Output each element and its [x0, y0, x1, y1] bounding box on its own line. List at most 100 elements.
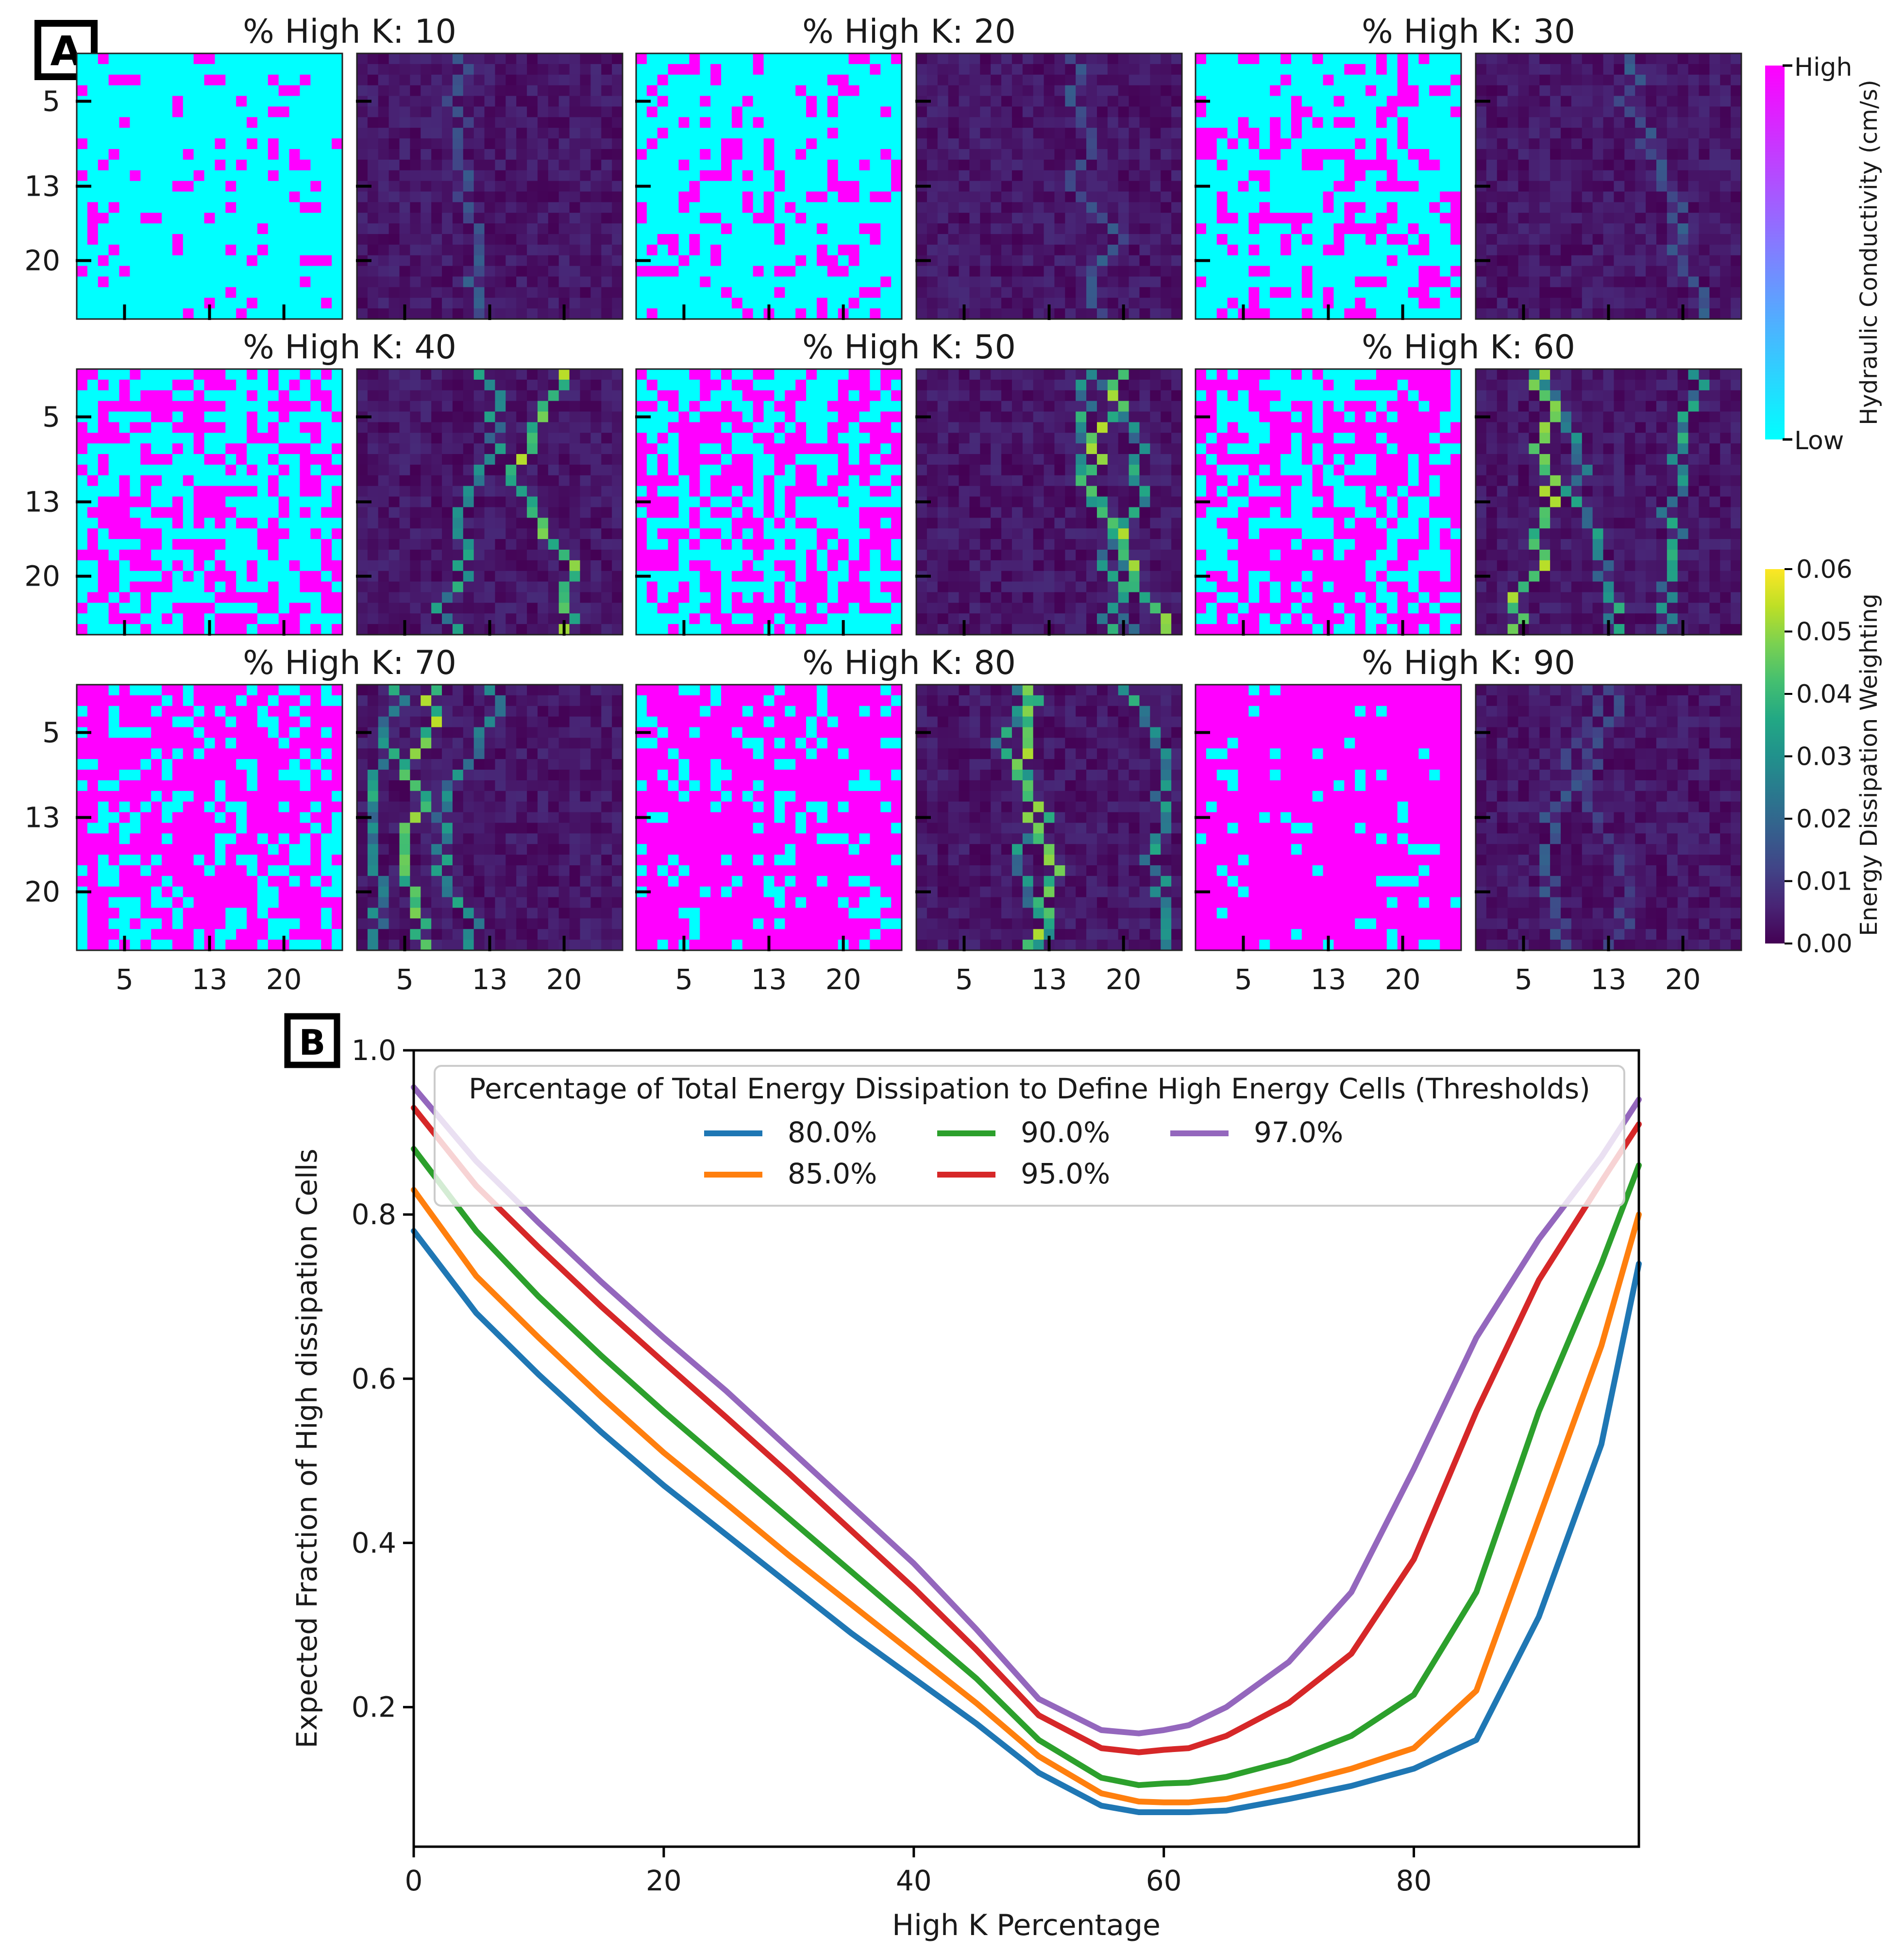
energy-cell — [612, 528, 623, 539]
energy-cell — [537, 390, 549, 402]
k-cell — [1408, 287, 1419, 298]
k-cell — [77, 244, 88, 256]
energy-cell — [357, 560, 368, 572]
k-cell — [1365, 74, 1377, 86]
energy-cell — [948, 191, 960, 202]
energy-cell — [548, 223, 559, 235]
k-cell — [321, 475, 332, 487]
energy-cell — [1486, 128, 1498, 139]
k-cell — [225, 106, 236, 118]
k-cell — [193, 486, 205, 497]
energy-cell — [612, 443, 623, 455]
k-cell — [721, 149, 732, 160]
energy-cell — [1107, 138, 1119, 150]
k-cell — [193, 624, 205, 635]
energy-cell — [980, 213, 991, 224]
energy-cell — [1107, 298, 1119, 309]
energy-cell — [948, 96, 960, 107]
k-cell — [289, 106, 301, 118]
k-cell — [204, 486, 216, 497]
energy-cell — [516, 411, 527, 422]
k-cell — [636, 117, 647, 128]
k-cell — [172, 191, 184, 202]
k-cell — [646, 170, 658, 182]
energy-cell — [1150, 159, 1161, 171]
energy-cell — [399, 74, 410, 86]
energy-cell — [927, 202, 938, 213]
energy-cell — [388, 308, 400, 320]
k-cell — [742, 191, 754, 202]
k-cell — [1397, 117, 1409, 128]
energy-cell — [1688, 298, 1700, 309]
k-cell — [183, 443, 194, 455]
k-cell — [1440, 308, 1451, 320]
energy-cell — [421, 518, 432, 529]
energy-cell — [1033, 64, 1045, 75]
k-cell — [98, 170, 109, 182]
k-cell — [151, 528, 162, 539]
energy-cell — [1699, 213, 1710, 224]
energy-cell — [1592, 117, 1604, 128]
k-cell — [1291, 298, 1302, 309]
k-cell — [204, 106, 216, 118]
energy-cell — [548, 138, 559, 150]
energy-cell — [442, 53, 453, 65]
k-cell — [87, 369, 99, 380]
k-cell — [1301, 106, 1313, 118]
energy-cell — [421, 539, 432, 550]
energy-cell — [495, 213, 506, 224]
energy-cell — [1592, 255, 1604, 267]
k-cell — [289, 507, 301, 518]
energy-cell — [612, 401, 623, 412]
k-cell — [1418, 202, 1430, 213]
k-cell — [140, 571, 152, 582]
energy-cell — [1161, 149, 1172, 160]
energy-cell — [1033, 276, 1045, 287]
k-cell — [193, 528, 205, 539]
k-cell — [646, 213, 658, 224]
energy-cell — [378, 276, 389, 287]
energy-cell — [569, 223, 581, 235]
k-cell — [859, 266, 870, 277]
energy-cell — [558, 369, 570, 380]
k-cell — [87, 213, 99, 224]
k-cell — [236, 549, 247, 561]
k-cell — [278, 507, 290, 518]
k-cell — [1408, 191, 1419, 202]
energy-cell — [1096, 128, 1108, 139]
k-cell — [1248, 202, 1260, 213]
k-cell — [130, 106, 141, 118]
energy-cell — [580, 433, 591, 444]
energy-cell — [980, 85, 991, 97]
k-cell — [1301, 202, 1313, 213]
k-cell — [215, 74, 226, 86]
k-cell — [172, 53, 184, 65]
energy-cell — [1667, 234, 1678, 245]
k-cell — [1196, 64, 1207, 75]
k-cell — [848, 266, 860, 277]
k-cell — [1333, 117, 1345, 128]
k-field-grid — [77, 53, 343, 320]
k-cell — [162, 560, 173, 572]
k-cell — [130, 255, 141, 267]
energy-cell — [473, 443, 485, 455]
energy-cell — [1507, 181, 1519, 192]
energy-cell — [980, 170, 991, 182]
k-cell — [742, 149, 754, 160]
energy-cell — [558, 170, 570, 182]
k-cell — [657, 85, 669, 97]
energy-cell — [916, 223, 927, 235]
energy-cell — [431, 181, 442, 192]
energy-cell — [1656, 74, 1668, 86]
k-cell — [1291, 223, 1302, 235]
energy-cell — [484, 549, 496, 561]
k-cell — [236, 308, 247, 320]
k-cell — [1429, 287, 1440, 298]
k-cell — [332, 401, 343, 412]
k-cell — [204, 117, 216, 128]
energy-cell — [1044, 287, 1055, 298]
energy-cell — [1150, 308, 1161, 320]
k-cell — [742, 202, 754, 213]
energy-cell — [505, 213, 517, 224]
energy-cell — [463, 138, 474, 150]
